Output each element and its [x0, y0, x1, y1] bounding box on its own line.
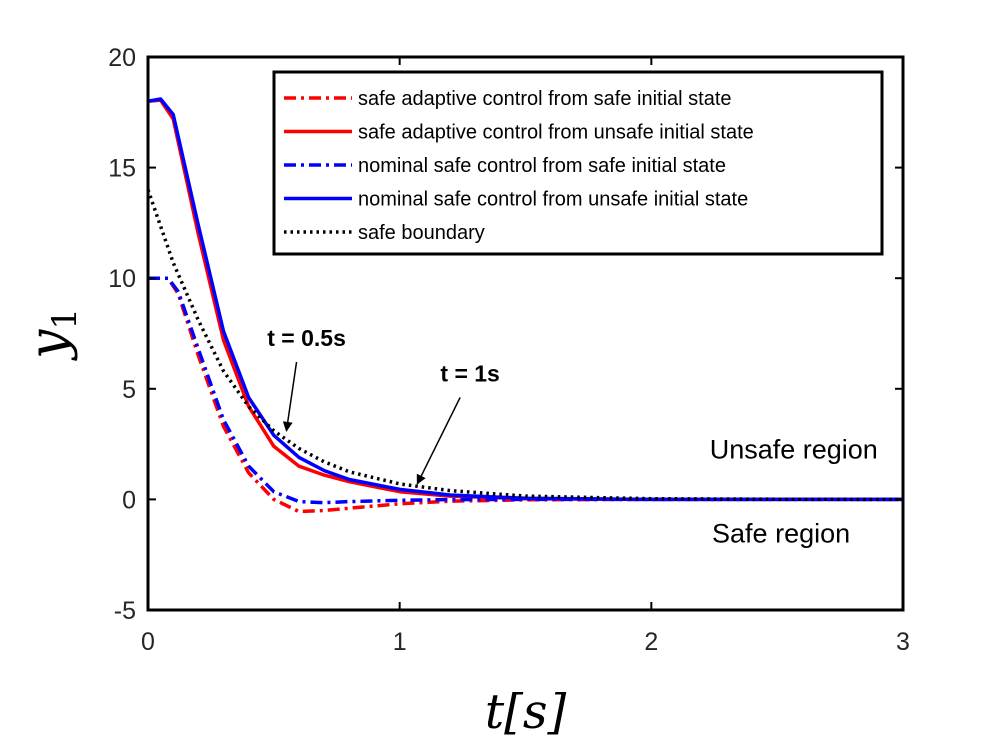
region-label-unsafe-region: Unsafe region: [710, 435, 878, 465]
y-tick-label: -5: [114, 597, 136, 625]
y-tick-label: 20: [108, 44, 136, 72]
series-line-safe-adaptive-control-from-safe-initial-state: [148, 276, 903, 514]
y-tick-label: 10: [108, 265, 136, 293]
x-tick-label: 1: [393, 628, 407, 656]
x-tick-label: 0: [141, 628, 155, 656]
series-line-nominal-safe-control-from-unsafe-initial-state: [147, 97, 903, 502]
annotation-t-1s: t = 1s: [440, 360, 499, 386]
x-tick-label: 2: [644, 628, 658, 656]
annotation-layer: t = 0.5s t = 1s Unsafe region Safe region: [267, 325, 878, 549]
legend-label-safe-adaptive-control-from-safe-initial-state: safe adaptive control from safe initial …: [358, 88, 732, 110]
legend-label-nominal-safe-control-from-unsafe-initial-state: nominal safe control from unsafe initial…: [358, 189, 748, 211]
legend-label-nominal-safe-control-from-safe-initial-state: nominal safe control from safe initial s…: [358, 155, 726, 177]
plot-frame: [146, 55, 905, 612]
legend-box: [272, 70, 884, 256]
y-axis-label: y1: [19, 308, 85, 361]
legend-label-safe-boundary: safe boundary: [358, 222, 485, 244]
y-tick-label: 0: [122, 486, 136, 514]
series-line-nominal-safe-control-from-safe-initial-state: [148, 276, 903, 505]
annotation-arrow: [416, 397, 461, 485]
x-axis-label: t[s]: [485, 684, 567, 740]
annotation-t-0-5s: t = 0.5s: [267, 325, 346, 351]
legend-label-safe-adaptive-control-from-unsafe-initial-state: safe adaptive control from unsafe initia…: [358, 122, 754, 144]
x-tick-label: 3: [896, 628, 910, 656]
annotation-arrow: [282, 361, 298, 432]
series-layer: [146, 97, 904, 514]
y-tick-label: 5: [122, 376, 136, 404]
y-tick-label: 15: [108, 155, 136, 183]
legend: safe adaptive control from safe initial …: [272, 70, 884, 256]
region-label-safe-region: Safe region: [712, 519, 850, 549]
